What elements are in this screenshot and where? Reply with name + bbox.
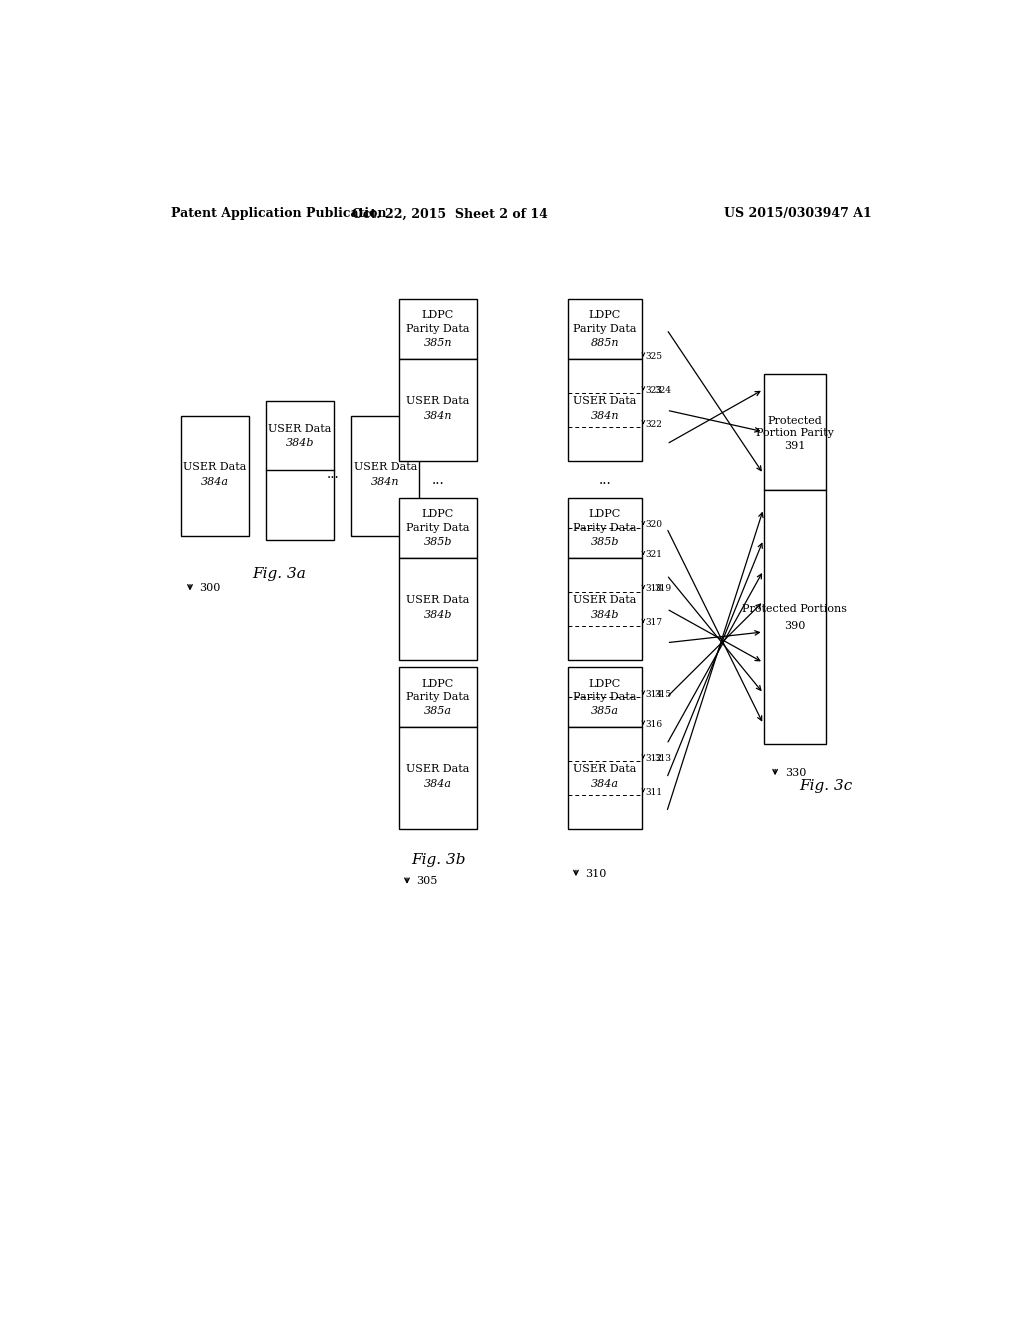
Text: 323: 323 <box>645 385 662 395</box>
Bar <box>568 498 642 558</box>
Bar <box>764 490 825 743</box>
Text: Oct. 22, 2015  Sheet 2 of 14: Oct. 22, 2015 Sheet 2 of 14 <box>351 207 548 220</box>
Text: Patent Application Publication: Patent Application Publication <box>171 207 386 220</box>
Bar <box>568 300 642 359</box>
Bar <box>399 558 477 660</box>
Text: 390: 390 <box>783 620 805 631</box>
Bar <box>399 300 477 359</box>
Bar <box>399 359 477 461</box>
Bar <box>351 416 420 536</box>
Text: Fig. 3b: Fig. 3b <box>411 853 465 867</box>
Text: 320: 320 <box>645 520 662 529</box>
Text: Parity Data: Parity Data <box>407 693 470 702</box>
Text: 385a: 385a <box>424 706 452 717</box>
Text: 385a: 385a <box>591 706 620 717</box>
Text: 384b: 384b <box>591 610 620 620</box>
Text: 384n: 384n <box>591 412 620 421</box>
Text: LDPC: LDPC <box>422 678 454 689</box>
Text: 384b: 384b <box>286 438 314 449</box>
Text: 305: 305 <box>417 876 437 887</box>
Bar <box>180 416 249 536</box>
Text: 384n: 384n <box>424 412 453 421</box>
Text: 315: 315 <box>654 690 672 698</box>
Text: 325: 325 <box>645 352 663 360</box>
Text: 391: 391 <box>783 441 805 450</box>
Bar <box>764 374 825 490</box>
Text: USER Data: USER Data <box>268 425 332 434</box>
Text: 385b: 385b <box>424 537 453 546</box>
Text: USER Data: USER Data <box>573 396 637 407</box>
Text: 321: 321 <box>645 550 662 560</box>
Text: USER Data: USER Data <box>183 462 247 471</box>
Text: Parity Data: Parity Data <box>407 523 470 533</box>
Bar <box>568 668 642 727</box>
Text: LDPC: LDPC <box>589 510 622 519</box>
Bar <box>399 498 477 558</box>
Text: USER Data: USER Data <box>573 764 637 774</box>
Text: US 2015/0303947 A1: US 2015/0303947 A1 <box>724 207 872 220</box>
Text: Protected: Protected <box>767 416 822 426</box>
Text: Protected Portions: Protected Portions <box>742 603 847 614</box>
Text: 324: 324 <box>654 385 671 395</box>
Bar <box>399 668 477 727</box>
Text: USER Data: USER Data <box>407 764 470 774</box>
Text: 300: 300 <box>200 583 221 593</box>
Text: USER Data: USER Data <box>353 462 417 471</box>
Text: Fig. 3c: Fig. 3c <box>799 779 852 793</box>
Text: 317: 317 <box>645 618 663 627</box>
Text: 322: 322 <box>645 420 662 429</box>
Text: 384a: 384a <box>201 478 228 487</box>
Text: Fig. 3a: Fig. 3a <box>252 568 306 581</box>
Text: Parity Data: Parity Data <box>573 693 637 702</box>
Text: Parity Data: Parity Data <box>573 325 637 334</box>
Text: 385b: 385b <box>591 537 620 546</box>
Text: 310: 310 <box>586 869 606 879</box>
Text: LDPC: LDPC <box>422 310 454 321</box>
Text: USER Data: USER Data <box>407 396 470 407</box>
Text: LDPC: LDPC <box>422 510 454 519</box>
Bar <box>399 727 477 829</box>
Text: 318: 318 <box>645 585 663 593</box>
Text: 384a: 384a <box>424 779 452 789</box>
Text: 311: 311 <box>645 788 663 796</box>
Text: 384n: 384n <box>371 478 399 487</box>
Text: 384a: 384a <box>591 779 620 789</box>
Text: 885n: 885n <box>591 338 620 348</box>
Text: 314: 314 <box>645 690 663 698</box>
Text: Parity Data: Parity Data <box>573 523 637 533</box>
Text: ...: ... <box>327 467 340 480</box>
Text: 313: 313 <box>654 754 671 763</box>
Text: 385n: 385n <box>424 338 453 348</box>
Text: Parity Data: Parity Data <box>407 325 470 334</box>
Text: ...: ... <box>432 474 444 487</box>
Text: LDPC: LDPC <box>589 678 622 689</box>
Text: 316: 316 <box>645 719 663 729</box>
Text: ...: ... <box>599 474 611 487</box>
Text: 384b: 384b <box>424 610 453 620</box>
Text: USER Data: USER Data <box>407 594 470 605</box>
Text: LDPC: LDPC <box>589 310 622 321</box>
Text: 330: 330 <box>785 768 807 777</box>
Text: 319: 319 <box>654 585 672 593</box>
Bar <box>568 359 642 461</box>
Text: 312: 312 <box>645 754 662 763</box>
Text: Portion Parity: Portion Parity <box>756 428 834 438</box>
Bar <box>266 401 334 540</box>
Bar <box>568 558 642 660</box>
Bar <box>568 727 642 829</box>
Text: USER Data: USER Data <box>573 594 637 605</box>
